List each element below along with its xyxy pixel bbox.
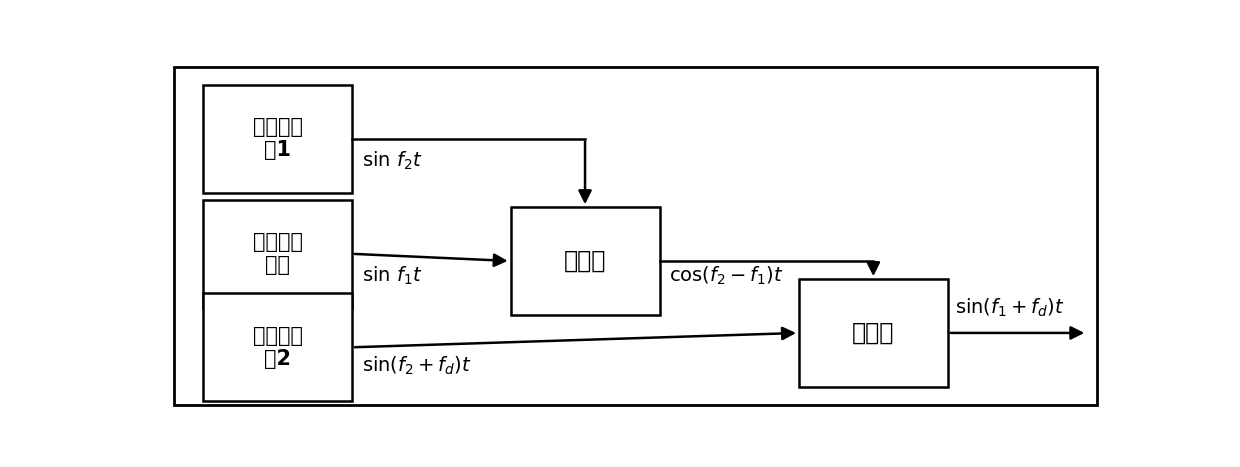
Bar	[203, 293, 352, 401]
Text: $\cos(f_2-f_1)t$: $\cos(f_2-f_1)t$	[670, 265, 784, 287]
Text: 连续波信
号1: 连续波信 号1	[253, 117, 303, 160]
Text: 下变频: 下变频	[564, 249, 606, 273]
Text: 雷达中频
信号: 雷达中频 信号	[253, 232, 303, 276]
Text: $\sin(f_1+f_d)t$: $\sin(f_1+f_d)t$	[955, 296, 1064, 318]
Bar	[203, 200, 352, 308]
Text: 连续波信
号2: 连续波信 号2	[253, 325, 303, 369]
Text: 下变频: 下变频	[852, 321, 894, 345]
Text: $\sin\,f_2 t$: $\sin\,f_2 t$	[362, 149, 423, 172]
Bar	[511, 207, 660, 315]
Text: $\sin(f_2+f_d)t$: $\sin(f_2+f_d)t$	[362, 354, 471, 377]
Bar	[799, 279, 947, 387]
Text: $\sin\,f_1 t$: $\sin\,f_1 t$	[362, 265, 423, 287]
Bar	[203, 85, 352, 193]
